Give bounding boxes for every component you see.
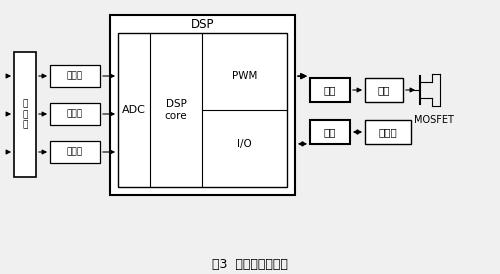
Text: I/O: I/O	[237, 139, 252, 149]
Bar	[310, 78, 350, 102]
Bar	[110, 15, 295, 195]
Text: 预处理: 预处理	[67, 147, 83, 156]
Bar	[310, 120, 350, 144]
Text: MOSFET: MOSFET	[414, 115, 454, 125]
Bar	[50, 103, 100, 125]
Text: 隔离: 隔离	[324, 127, 336, 137]
Text: 开关量: 开关量	[378, 127, 398, 137]
Bar	[365, 78, 403, 102]
Bar	[365, 120, 411, 144]
Text: PWM: PWM	[232, 71, 257, 81]
Text: 图3  控制回路原理图: 图3 控制回路原理图	[212, 258, 288, 272]
Bar	[118, 33, 287, 187]
Text: DSP
core: DSP core	[164, 99, 188, 121]
Text: 预处理: 预处理	[67, 72, 83, 81]
Text: DSP: DSP	[191, 19, 214, 32]
Text: ADC: ADC	[122, 105, 146, 115]
Bar	[14, 52, 36, 177]
Text: 预处理: 预处理	[67, 110, 83, 118]
Text: 传
感
器: 传 感 器	[22, 100, 28, 129]
Bar	[50, 141, 100, 163]
Bar	[50, 65, 100, 87]
Text: 隔离: 隔离	[324, 85, 336, 95]
Text: 驱动: 驱动	[378, 85, 390, 95]
